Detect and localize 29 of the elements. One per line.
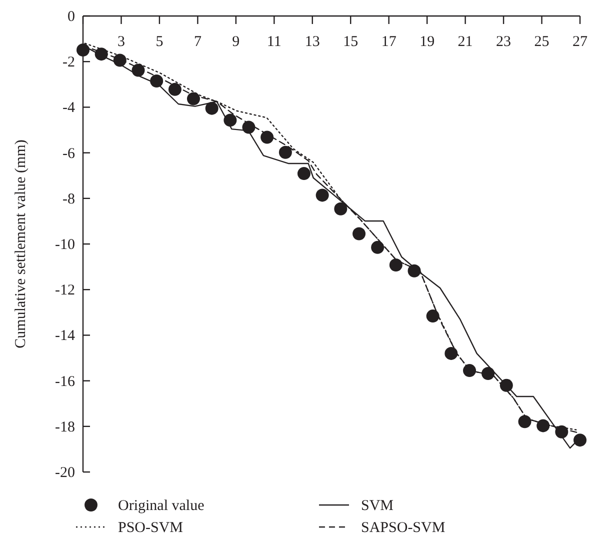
legend-label: SVM bbox=[361, 498, 394, 514]
y-tick-label: 0 bbox=[68, 9, 75, 25]
y-tick-label: -4 bbox=[62, 100, 76, 116]
x-tick-label: 11 bbox=[266, 34, 282, 50]
x-tick-label: 21 bbox=[458, 34, 473, 50]
y-tick-label: -20 bbox=[55, 465, 75, 481]
y-tick-label: -8 bbox=[62, 191, 75, 208]
x-tick-label: 5 bbox=[156, 34, 164, 50]
y-tick-label: -2 bbox=[62, 54, 75, 71]
x-tick-label: 9 bbox=[232, 34, 240, 50]
y-tick-label: -10 bbox=[55, 237, 75, 253]
legend-label: Original value bbox=[118, 498, 205, 514]
x-tick-label: 23 bbox=[496, 34, 512, 50]
x-tick-label: 27 bbox=[572, 34, 588, 50]
x-tick-label: 17 bbox=[381, 34, 397, 50]
legend-label: SAPSO-SVM bbox=[361, 520, 446, 536]
y-tick-label: -6 bbox=[62, 146, 76, 162]
x-tick-label: 3 bbox=[117, 34, 125, 50]
legend-label: PSO-SVM bbox=[118, 520, 184, 536]
x-tick-label: 7 bbox=[194, 34, 202, 50]
x-tick-label: 25 bbox=[534, 34, 550, 50]
y-axis-title: Cumulative settlement value (mm) bbox=[13, 140, 29, 348]
x-tick-label: 15 bbox=[343, 34, 358, 50]
y-tick-label: -12 bbox=[55, 282, 75, 299]
y-tick-label: -14 bbox=[55, 328, 76, 344]
x-tick-label: 19 bbox=[420, 34, 435, 50]
y-tick-label: -18 bbox=[55, 419, 75, 436]
x-tick-label: 13 bbox=[304, 34, 320, 50]
y-tick-label: -16 bbox=[55, 374, 76, 390]
